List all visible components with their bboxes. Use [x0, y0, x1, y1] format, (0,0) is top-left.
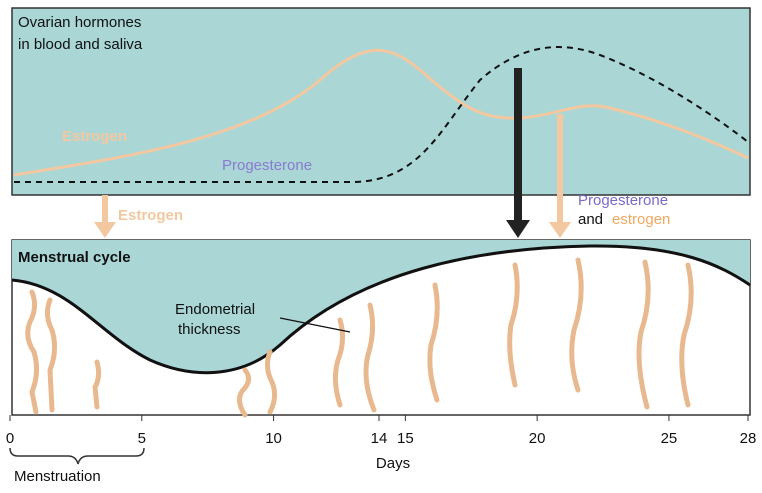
tick-label: 20: [529, 430, 546, 447]
progesterone-arrow-label: Progesterone: [578, 192, 668, 209]
estrogen-arrow-label: estrogen: [612, 211, 670, 228]
tick-label: 5: [138, 430, 146, 447]
tick-label: 28: [740, 430, 757, 447]
panel-title: Menstrual cycle: [18, 249, 131, 266]
arrow-head: [549, 222, 571, 238]
tick-label: 25: [661, 430, 678, 447]
tick-label: 15: [397, 430, 414, 447]
estrogen-label: Estrogen: [62, 128, 127, 145]
and-label: and: [578, 211, 603, 228]
panel-title: in blood and saliva: [18, 36, 143, 53]
arrow-head: [506, 220, 530, 238]
tick-label: 0: [6, 430, 14, 447]
tick-label: 14: [371, 430, 388, 447]
bracket: [10, 448, 144, 464]
thickness-label: thickness: [178, 321, 241, 338]
thickness-label: Endometrial: [175, 301, 255, 318]
days-axis: 0 5 10 14 15 20 25 28: [6, 415, 757, 447]
progesterone-label: Progesterone: [222, 157, 312, 174]
arrow-head: [94, 222, 116, 238]
tick-label: 10: [265, 430, 282, 447]
panel-title: Ovarian hormones: [18, 14, 141, 31]
estrogen-arrow-label: Estrogen: [118, 207, 183, 224]
diagram: Ovarian hormones in blood and saliva Est…: [0, 0, 762, 488]
bracket-label: Menstruation: [14, 468, 101, 485]
axis-label: Days: [376, 455, 410, 472]
